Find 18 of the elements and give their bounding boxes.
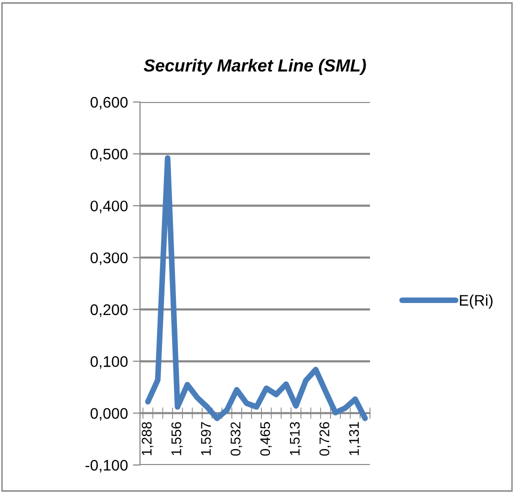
y-tick-label: -0,100 <box>86 460 128 472</box>
x-tick-label: 0,726 <box>319 422 331 456</box>
y-tick-label: 0,200 <box>90 304 128 317</box>
x-tick-label: 1,597 <box>201 422 212 456</box>
chart-title: Security Market Line (SML) <box>144 58 366 76</box>
x-tick-label: 1,556 <box>171 422 183 456</box>
x-tick-label: 1,513 <box>290 422 302 456</box>
y-tick-label: 0,000 <box>90 408 128 421</box>
y-tick-label: 0,100 <box>90 356 128 369</box>
x-tick-label: 1,131 <box>349 422 361 456</box>
y-tick-label: 0,600 <box>90 96 128 110</box>
legend-label: E(Ri) <box>460 294 493 309</box>
y-tick-label: 0,300 <box>90 252 128 266</box>
y-tick-label: 0,400 <box>90 200 128 214</box>
x-tick-label: 0,465 <box>260 422 272 456</box>
x-tick-label: 0,532 <box>230 422 242 456</box>
x-tick-label: 1,288 <box>142 422 154 456</box>
y-tick-label: 0,500 <box>90 148 128 162</box>
